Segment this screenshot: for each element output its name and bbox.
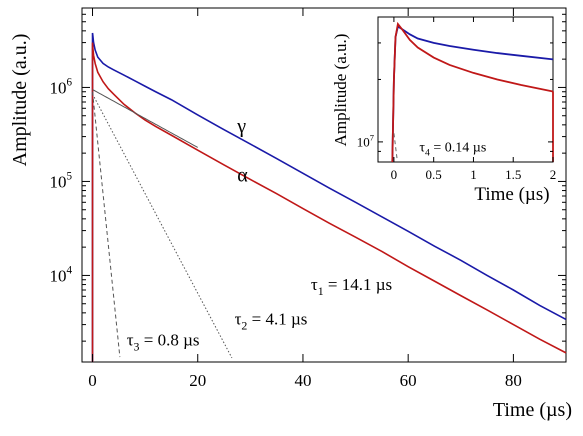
main-series-line-gamma	[91, 32, 567, 362]
inset-x-tick-label: 0.5	[426, 167, 442, 182]
main-y-axis-label: Amplitude (a.u.)	[9, 34, 31, 167]
inset-series-group	[391, 21, 554, 163]
inset-annotations: τ4 = 0.14 µs	[419, 140, 486, 158]
main-x-tick-label: 80	[505, 371, 522, 390]
inset-x-ticks: 0 0.5 1 1.5 2	[391, 17, 557, 182]
inset-y-ticks: 107	[357, 16, 553, 163]
main-annotation: τ3 = 0.8 µs	[127, 330, 200, 353]
main-series-line-alpha	[91, 42, 567, 362]
inset-x-tick-label: 1	[470, 167, 477, 182]
main-x-tick-label: 0	[88, 371, 97, 390]
inset-plot-frame	[377, 16, 554, 163]
main-x-tick-label: 20	[189, 371, 206, 390]
main-x-tick-label: 60	[400, 371, 417, 390]
main-x-ticks: 0 20 40 60 80	[88, 8, 522, 390]
main-y-tick-label: 104	[49, 265, 72, 286]
main-x-axis-label: Time (µs)	[493, 399, 572, 421]
inset-background	[378, 17, 553, 162]
main-y-tick-label: 106	[49, 77, 72, 98]
inset-y-axis-label: Amplitude (a.u.)	[331, 34, 350, 147]
main-annotation: τ1 = 14.1 µs	[311, 275, 392, 298]
inset-x-tick-label: 2	[550, 167, 557, 182]
main-fit-line-1	[92, 93, 233, 359]
inset-x-tick-label: 1.5	[505, 167, 521, 182]
inset-fits-group	[393, 133, 398, 160]
inset-fit-line-0	[393, 133, 398, 160]
main-annotation: γ	[236, 116, 246, 138]
inset-y-tick-label: 107	[357, 133, 374, 150]
main-y-ticks: 104 105 106	[49, 7, 566, 342]
inset-x-axis-label: Time (µs)	[474, 184, 549, 205]
main-annotation: α	[237, 164, 248, 186]
main-fit-line-2	[92, 91, 121, 358]
main-fits-group	[92, 89, 233, 359]
inset-annotation: τ4 = 0.14 µs	[419, 140, 486, 158]
main-x-tick-label: 40	[294, 371, 311, 390]
main-series-group	[91, 32, 567, 362]
main-annotation: τ2 = 4.1 µs	[235, 310, 308, 333]
inset-x-tick-label: 0	[391, 167, 398, 182]
main-fit-line-0	[92, 89, 198, 148]
main-plot-frame	[81, 7, 567, 363]
main-y-tick-label: 105	[49, 171, 72, 192]
inset-series-line-alpha	[391, 21, 554, 163]
